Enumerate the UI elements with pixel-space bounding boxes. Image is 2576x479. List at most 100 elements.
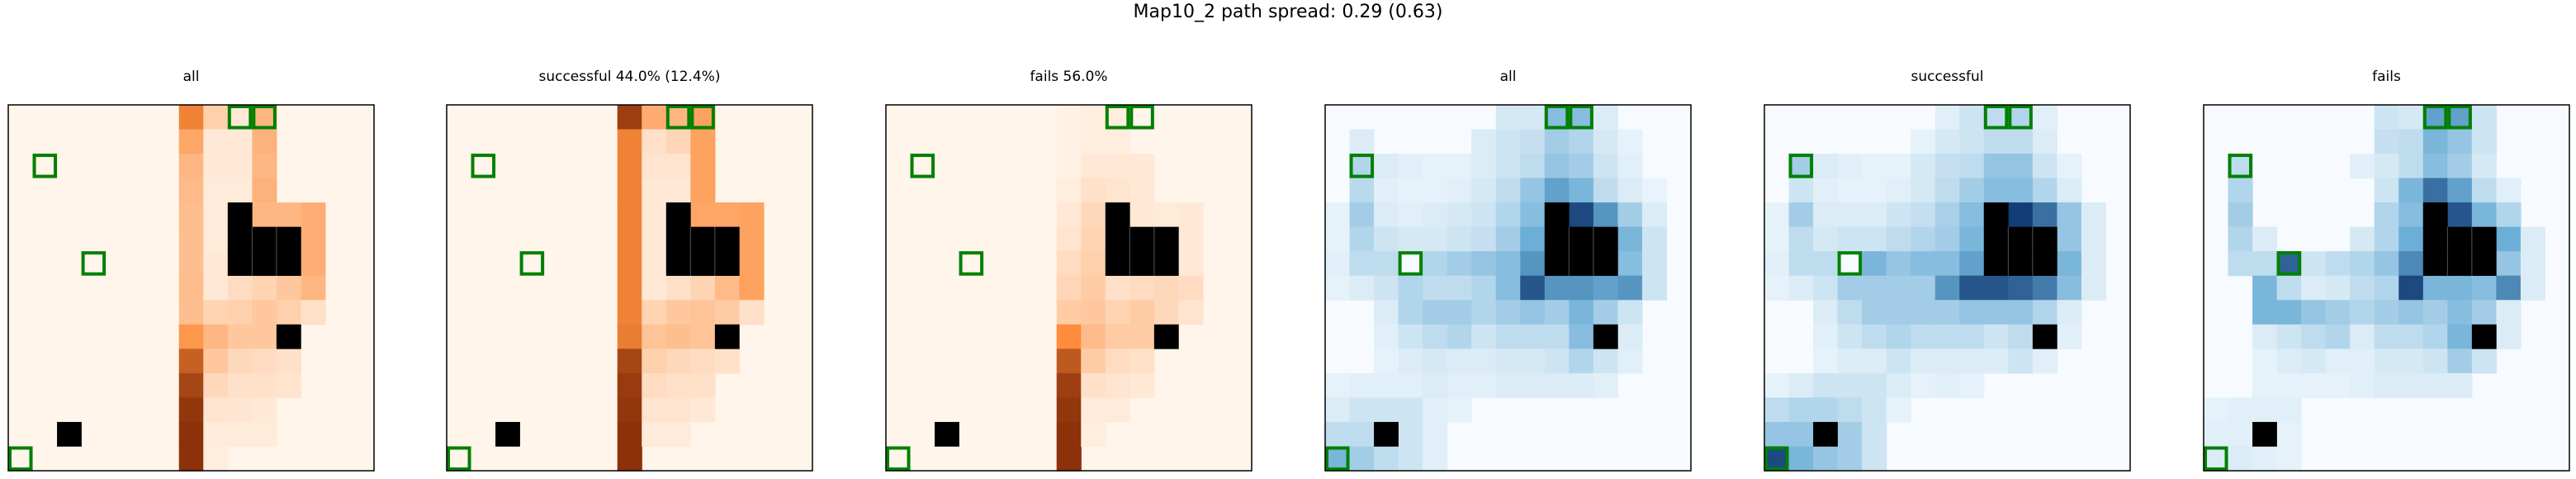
heatmap-cell (2398, 154, 2424, 179)
heatmap-cell (1959, 154, 1985, 179)
heatmap-cell (2325, 275, 2351, 301)
heatmap-cell (2008, 129, 2034, 154)
heatmap-cell (178, 324, 204, 349)
heatmap-cell (2081, 275, 2107, 301)
heatmap-cell (1934, 275, 1960, 301)
obstacle-cell (714, 226, 740, 252)
heatmap-cell (714, 202, 740, 228)
heatmap-cell (2471, 275, 2497, 301)
heatmap-cell (1056, 226, 1082, 252)
heatmap-cell (178, 178, 204, 203)
heatmap-cell (203, 300, 229, 325)
heatmap-cell (642, 154, 667, 179)
heatmap-cell (1593, 129, 1618, 154)
heatmap-cell (2422, 372, 2448, 398)
heatmap-cell (2398, 275, 2424, 301)
marker-square (1837, 251, 1863, 276)
heatmap-cell (1471, 202, 1497, 228)
heatmap-cell (1788, 251, 1814, 277)
heatmap-cell (1374, 397, 1399, 423)
heatmap-cell (1617, 300, 1643, 325)
heatmap-cell (1788, 397, 1814, 423)
heatmap-cell (1593, 275, 1618, 301)
obstacle-cell (2471, 324, 2497, 349)
heatmap-cell (2057, 202, 2082, 228)
heatmap-cell (1520, 202, 1546, 228)
obstacle-cell (1153, 251, 1179, 277)
heatmap-cell (203, 324, 229, 349)
heatmap-cell (739, 226, 765, 252)
heatmap-cell (2276, 397, 2302, 423)
heatmap-cell (203, 251, 229, 277)
heatmap-cell (1423, 226, 1448, 252)
marker-square (1569, 105, 1593, 130)
heatmap-cell (1520, 372, 1546, 398)
obstacle-cell (2032, 226, 2057, 252)
heatmap-cell (1764, 275, 1790, 301)
panel-title: successful (1911, 69, 1984, 85)
heatmap-cell (2008, 105, 2034, 130)
heatmap-cell (617, 324, 642, 349)
heatmap-cell (642, 397, 667, 423)
heatmap-cell (1447, 251, 1472, 277)
heatmap-cell (1911, 349, 1936, 374)
heatmap-cell (2447, 275, 2473, 301)
heatmap-cell (2325, 372, 2351, 398)
heatmap-cell (1495, 324, 1521, 349)
obstacle-cell (1153, 324, 1179, 349)
panel-frame (2203, 104, 2570, 472)
heatmap-cell (2398, 349, 2424, 374)
heatmap-cell (1617, 129, 1643, 154)
heatmap-cell (1862, 421, 1887, 448)
heatmap-cell (2008, 275, 2034, 301)
heatmap-cell (1837, 154, 1863, 179)
heatmap-cell (1983, 105, 2009, 130)
heatmap-cell (1374, 349, 1399, 374)
heatmap-cell (2276, 446, 2302, 472)
marker-square (32, 154, 58, 178)
heatmap-cell (1349, 251, 1375, 277)
heatmap-cell (1569, 300, 1594, 325)
heatmap-cell (1641, 202, 1668, 228)
heatmap-cell (1447, 226, 1472, 252)
obstacle-cell (2422, 202, 2448, 227)
heatmap-cell (2008, 324, 2034, 349)
obstacle-cell (714, 324, 740, 349)
heatmap-cell (1837, 226, 1863, 252)
heatmap-cell (2301, 324, 2327, 349)
heatmap-cell (2422, 178, 2448, 203)
heatmap-cell (2350, 251, 2375, 277)
heatmap-cell (1081, 372, 1106, 398)
heatmap-cell (1447, 154, 1472, 179)
heatmap-cell (665, 324, 691, 349)
heatmap-cell (1398, 154, 1423, 179)
heatmap-cell (1056, 397, 1082, 423)
heatmap-cell (301, 202, 326, 228)
heatmap-cell (1764, 202, 1790, 228)
heatmap-cell (252, 397, 277, 423)
heatmap-cell (2301, 251, 2327, 277)
heatmap-cell (203, 446, 229, 472)
marker-square (81, 251, 107, 276)
heatmap-cell (1471, 178, 1497, 203)
heatmap-cell (1959, 349, 1985, 374)
heatmap-cell (739, 275, 765, 301)
heatmap-cell (1325, 275, 1351, 301)
heatmap-cell (642, 226, 667, 252)
heatmap-cell (2228, 178, 2253, 203)
heatmap-cell (690, 178, 716, 203)
heatmap-cell (203, 105, 229, 130)
heatmap-cell (2276, 275, 2302, 301)
heatmap-cell (1349, 275, 1375, 301)
heatmap-cell (739, 251, 765, 277)
heatmap-cell (1495, 202, 1521, 228)
heatmap-cell (2252, 275, 2278, 301)
heatmap-cell (1983, 178, 2009, 203)
heatmap-cell (1764, 446, 1790, 472)
heatmap-cell (1325, 251, 1351, 277)
heatmap-cell (2374, 226, 2399, 252)
heatmap-cell (617, 105, 642, 130)
heatmap-cell (2032, 129, 2057, 154)
heatmap-cell (1129, 202, 1155, 228)
